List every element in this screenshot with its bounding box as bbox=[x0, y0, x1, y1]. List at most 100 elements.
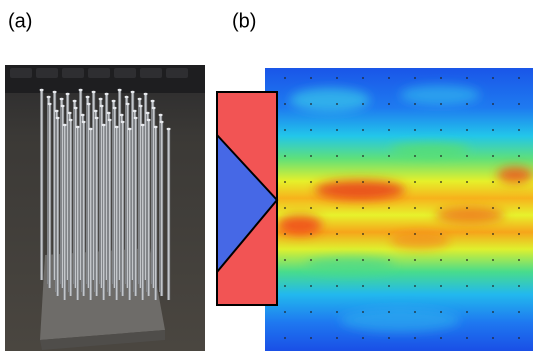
grid-dot bbox=[414, 259, 416, 261]
grid-dot bbox=[414, 285, 416, 287]
rod bbox=[115, 127, 119, 300]
grid-dot bbox=[336, 285, 338, 287]
grid-dot bbox=[310, 207, 312, 209]
rod-tip bbox=[114, 125, 119, 129]
rod-tip bbox=[73, 106, 78, 110]
rod bbox=[48, 104, 52, 288]
rod-tip bbox=[98, 97, 103, 101]
grid-dot bbox=[388, 337, 390, 339]
rod-tip bbox=[124, 95, 129, 99]
grid-dot bbox=[466, 207, 468, 209]
grid-dot bbox=[362, 77, 364, 79]
rod-tip bbox=[67, 111, 72, 115]
rod bbox=[126, 104, 130, 288]
grid-dot bbox=[518, 129, 520, 131]
grid-dot bbox=[414, 155, 416, 157]
grid-dot bbox=[440, 207, 442, 209]
grid-dot bbox=[310, 285, 312, 287]
grid-dot bbox=[310, 259, 312, 261]
grid-dot bbox=[440, 337, 442, 339]
panel-label: (a) bbox=[8, 10, 32, 32]
rod bbox=[160, 122, 164, 296]
source-diagram bbox=[216, 91, 279, 306]
grid-dot bbox=[284, 181, 286, 183]
grid-dot bbox=[336, 181, 338, 183]
grid-dot bbox=[518, 285, 520, 287]
grid-dot bbox=[440, 103, 442, 105]
grid-dot bbox=[284, 103, 286, 105]
grid-dot bbox=[336, 155, 338, 157]
rod-tip bbox=[93, 109, 98, 113]
rod bbox=[154, 127, 158, 300]
grid-dot bbox=[336, 259, 338, 261]
rod bbox=[167, 129, 171, 300]
rod bbox=[134, 118, 138, 296]
grid-dot bbox=[492, 129, 494, 131]
panel-label: (b) bbox=[232, 10, 256, 32]
grid-dot bbox=[518, 77, 520, 79]
rod bbox=[53, 92, 57, 280]
grid-dot bbox=[362, 181, 364, 183]
rod bbox=[118, 90, 122, 280]
rod bbox=[113, 108, 117, 288]
rod bbox=[121, 122, 125, 296]
rod-tip bbox=[91, 90, 96, 94]
grid-dot bbox=[388, 207, 390, 209]
rod-tip bbox=[127, 127, 132, 131]
rod-tip bbox=[59, 97, 64, 101]
grid-dot bbox=[388, 155, 390, 157]
rod-tip bbox=[151, 106, 156, 110]
grid-dot bbox=[466, 103, 468, 105]
grid-dot bbox=[336, 103, 338, 105]
rod-tip bbox=[150, 99, 155, 103]
grid-dot bbox=[388, 77, 390, 79]
rod-tip bbox=[52, 90, 57, 94]
rod bbox=[139, 106, 143, 288]
grid-dot bbox=[440, 155, 442, 157]
heatmap bbox=[265, 68, 533, 351]
rod-tip bbox=[140, 123, 145, 127]
grid-dot bbox=[284, 259, 286, 261]
grid-dot bbox=[414, 311, 416, 313]
rod bbox=[66, 94, 70, 280]
grid-dot bbox=[492, 103, 494, 105]
grid-dot bbox=[440, 77, 442, 79]
rod-tip bbox=[39, 88, 44, 92]
rod-tip bbox=[94, 116, 99, 120]
rod-tip bbox=[55, 116, 60, 120]
rod-tip bbox=[101, 123, 106, 127]
rod bbox=[69, 120, 73, 296]
rod bbox=[108, 120, 112, 296]
grid-dot bbox=[284, 155, 286, 157]
rod-tip bbox=[111, 99, 116, 103]
rod-tip bbox=[132, 109, 137, 113]
grid-dot bbox=[440, 233, 442, 235]
grid-dot bbox=[518, 155, 520, 157]
rod bbox=[92, 92, 96, 280]
grid-dot bbox=[466, 337, 468, 339]
grid-dot bbox=[466, 181, 468, 183]
rod-tip bbox=[60, 104, 65, 108]
grid-dot bbox=[518, 103, 520, 105]
grid-dot bbox=[388, 129, 390, 131]
grid-dot bbox=[518, 259, 520, 261]
grid-dot bbox=[310, 337, 312, 339]
rod-tip bbox=[159, 120, 164, 124]
grid-dot bbox=[310, 181, 312, 183]
grid-dot bbox=[388, 233, 390, 235]
grid-dot bbox=[336, 77, 338, 79]
grid-dot bbox=[466, 311, 468, 313]
grid-dot bbox=[492, 285, 494, 287]
grid-dot bbox=[310, 311, 312, 313]
rod bbox=[56, 118, 60, 296]
rod bbox=[89, 129, 93, 300]
rod-tip bbox=[146, 118, 151, 122]
grid-dot bbox=[518, 181, 520, 183]
grid-dot bbox=[466, 259, 468, 261]
rod-tip bbox=[125, 102, 130, 106]
grid-dot bbox=[440, 129, 442, 131]
rod-tip bbox=[68, 118, 73, 122]
grid-dot bbox=[362, 311, 364, 313]
